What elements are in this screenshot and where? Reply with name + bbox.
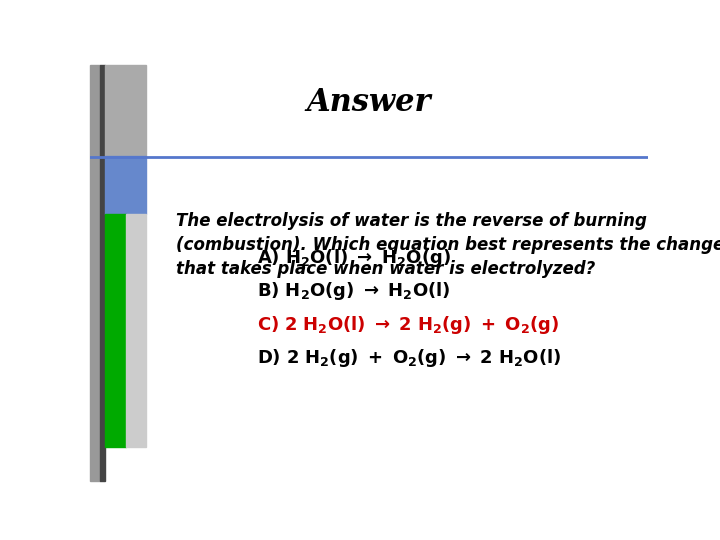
Text: $\mathbf{C)\ 2\ H_2O(l)\ \rightarrow\ 2\ H_2(g)\ +\ O_2(g)}$: $\mathbf{C)\ 2\ H_2O(l)\ \rightarrow\ 2\… [258, 314, 560, 336]
Bar [104, 65, 146, 156]
Bar [126, 214, 146, 447]
Text: The electrolysis of water is the reverse of burning
(combustion). Which equation: The electrolysis of water is the reverse… [176, 212, 720, 278]
Text: $\mathbf{D)\ 2\ H_2(g)\ +\ O_2(g)\ \rightarrow\ 2\ H_2O(l)}$: $\mathbf{D)\ 2\ H_2(g)\ +\ O_2(g)\ \righ… [258, 347, 562, 369]
Text: $\mathbf{B)\ H_2O(g)\ \rightarrow\ H_2O(l)}$: $\mathbf{B)\ H_2O(g)\ \rightarrow\ H_2O(… [258, 280, 451, 302]
Text: $\mathbf{A)\ H_2O(l)\ \rightarrow\ H_2O(g)}$: $\mathbf{A)\ H_2O(l)\ \rightarrow\ H_2O(… [258, 247, 451, 269]
Bar [104, 214, 126, 447]
Bar [100, 65, 104, 481]
Text: Answer: Answer [307, 87, 431, 118]
Bar [104, 156, 146, 214]
Bar [90, 65, 100, 481]
